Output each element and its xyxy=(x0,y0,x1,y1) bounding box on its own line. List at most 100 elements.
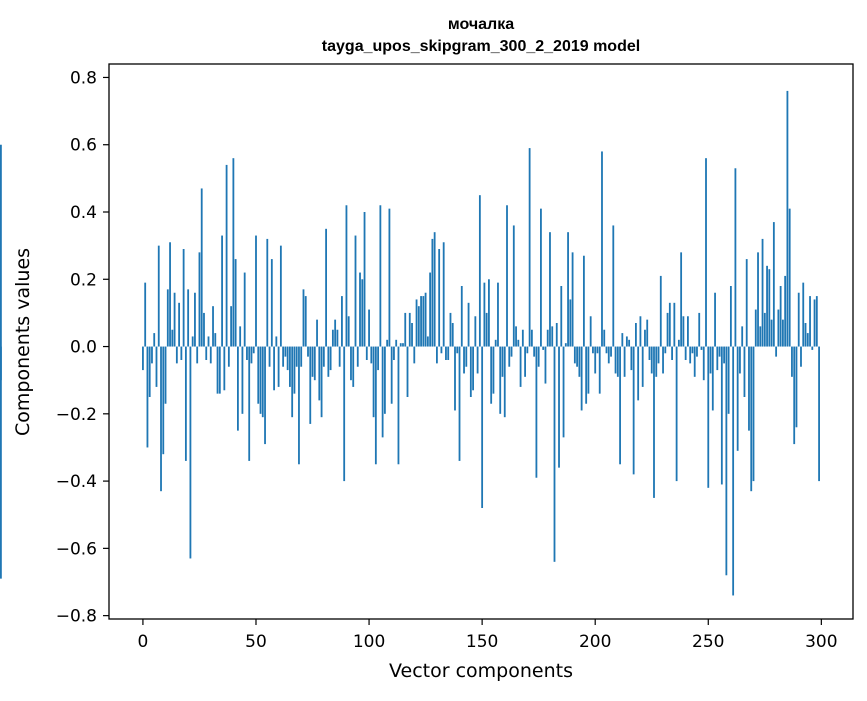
y-tick-label: −0.8 xyxy=(56,607,97,627)
bar-component-65 xyxy=(289,346,291,387)
bar-component-120 xyxy=(413,346,416,364)
bar-component-210 xyxy=(616,346,619,377)
bar-component-70 xyxy=(300,346,303,367)
bar-component-180 xyxy=(549,232,551,347)
bar-component-9 xyxy=(162,346,165,455)
bar-component-41 xyxy=(234,259,237,347)
bar-component-23 xyxy=(194,292,196,347)
bar-component-255 xyxy=(718,346,721,357)
bar-component-100 xyxy=(368,309,370,347)
bar-component-201 xyxy=(596,346,599,354)
bar-component-263 xyxy=(736,346,739,451)
bar-component-226 xyxy=(653,346,655,498)
bar-component-289 xyxy=(795,346,798,428)
bar-component-2 xyxy=(146,346,149,448)
bar-component-232 xyxy=(666,312,669,347)
bar-component-30 xyxy=(209,346,212,364)
bar-component-81 xyxy=(325,228,327,347)
bar-component-74 xyxy=(309,346,312,424)
bar-component-94 xyxy=(354,235,357,347)
bar-component-43 xyxy=(239,326,242,347)
chart-title: мочалка xyxy=(448,16,514,33)
bar-component-290 xyxy=(797,292,800,347)
bar-component-249 xyxy=(705,158,707,347)
bar-component-181 xyxy=(551,326,554,347)
bar-component-260 xyxy=(729,286,732,347)
bar-component-19 xyxy=(184,346,187,461)
bar-component-209 xyxy=(614,346,617,374)
bar-component-197 xyxy=(587,346,590,394)
bar-component-250 xyxy=(707,346,710,488)
bar-component-15 xyxy=(175,346,178,364)
y-tick-label: 0.8 xyxy=(70,68,97,88)
bar-component-219 xyxy=(637,346,640,401)
y-axis-ticks: −0.8 −0.6 −0.4 −0.2 0.0 0.2 0.4 0.6 0.8 xyxy=(56,68,109,627)
bar-component-195 xyxy=(582,255,585,347)
bar-component-173 xyxy=(533,346,536,357)
bar-component-90 xyxy=(345,205,348,347)
bar-component-63 xyxy=(284,346,287,357)
bar-component-39 xyxy=(230,306,233,347)
bar-component-227 xyxy=(655,346,658,377)
bar-component-251 xyxy=(709,346,712,374)
bar-component-116 xyxy=(404,312,407,347)
bar-component-218 xyxy=(635,323,637,347)
bar-component-141 xyxy=(460,286,463,347)
bar-component-239 xyxy=(682,316,685,347)
bar-component-186 xyxy=(562,346,565,438)
bar-component-213 xyxy=(623,346,626,377)
bar-component-231 xyxy=(664,346,667,354)
bar-component-256 xyxy=(720,346,723,485)
bar-component-188 xyxy=(567,232,569,347)
bar-component-107 xyxy=(383,346,386,414)
bar-component-222 xyxy=(644,329,646,347)
bar-component-143 xyxy=(465,346,468,367)
bar-component-252 xyxy=(711,346,714,411)
bar-component-undefined xyxy=(0,144,2,347)
bar-component-75 xyxy=(311,346,314,377)
bar-component-236 xyxy=(675,346,678,482)
bar-component-7 xyxy=(157,245,160,347)
bar-component-78 xyxy=(318,346,321,401)
bar-component-244 xyxy=(693,346,696,377)
bar-component-108 xyxy=(386,339,389,347)
bar-component-91 xyxy=(347,316,350,347)
bar-component-98 xyxy=(363,212,366,347)
bar-component-259 xyxy=(727,346,730,414)
bar-component-292 xyxy=(802,282,805,347)
bar-component-279 xyxy=(772,222,775,347)
bar-component-131 xyxy=(438,249,441,347)
x-tick-label: 200 xyxy=(579,632,611,652)
bar-component-203 xyxy=(601,151,603,347)
bar-component-133 xyxy=(442,242,445,347)
bar-component-95 xyxy=(356,346,359,367)
bar-component-283 xyxy=(781,319,784,347)
bar-component-174 xyxy=(535,346,538,478)
bar-component-10 xyxy=(164,346,167,404)
bar-component-254 xyxy=(716,346,719,371)
bar-component-20 xyxy=(187,289,190,347)
bar-component-86 xyxy=(336,329,339,347)
bar-component-168 xyxy=(521,329,524,347)
x-tick-label: 100 xyxy=(353,632,385,652)
bar-component-1 xyxy=(144,282,147,347)
bar-component-242 xyxy=(689,346,692,364)
bar-component-253 xyxy=(714,292,716,347)
bar-component-77 xyxy=(316,319,318,347)
bar-component-38 xyxy=(227,346,230,367)
bar-component-295 xyxy=(809,296,811,347)
x-tick-label: 0 xyxy=(138,632,149,652)
bar-component-48 xyxy=(250,346,253,364)
bar-component-175 xyxy=(537,346,540,367)
bar-component-190 xyxy=(571,252,574,347)
bar-component-169 xyxy=(524,346,526,377)
bar-component-132 xyxy=(440,346,443,354)
bar-component-172 xyxy=(530,329,533,347)
bar-component-162 xyxy=(508,346,511,367)
bar-component-273 xyxy=(759,326,762,347)
bar-component-102 xyxy=(372,346,375,418)
y-tick-label: −0.4 xyxy=(56,472,97,492)
bar-component-196 xyxy=(585,346,588,404)
bar-component-212 xyxy=(621,333,624,347)
bar-component-278 xyxy=(770,319,773,347)
